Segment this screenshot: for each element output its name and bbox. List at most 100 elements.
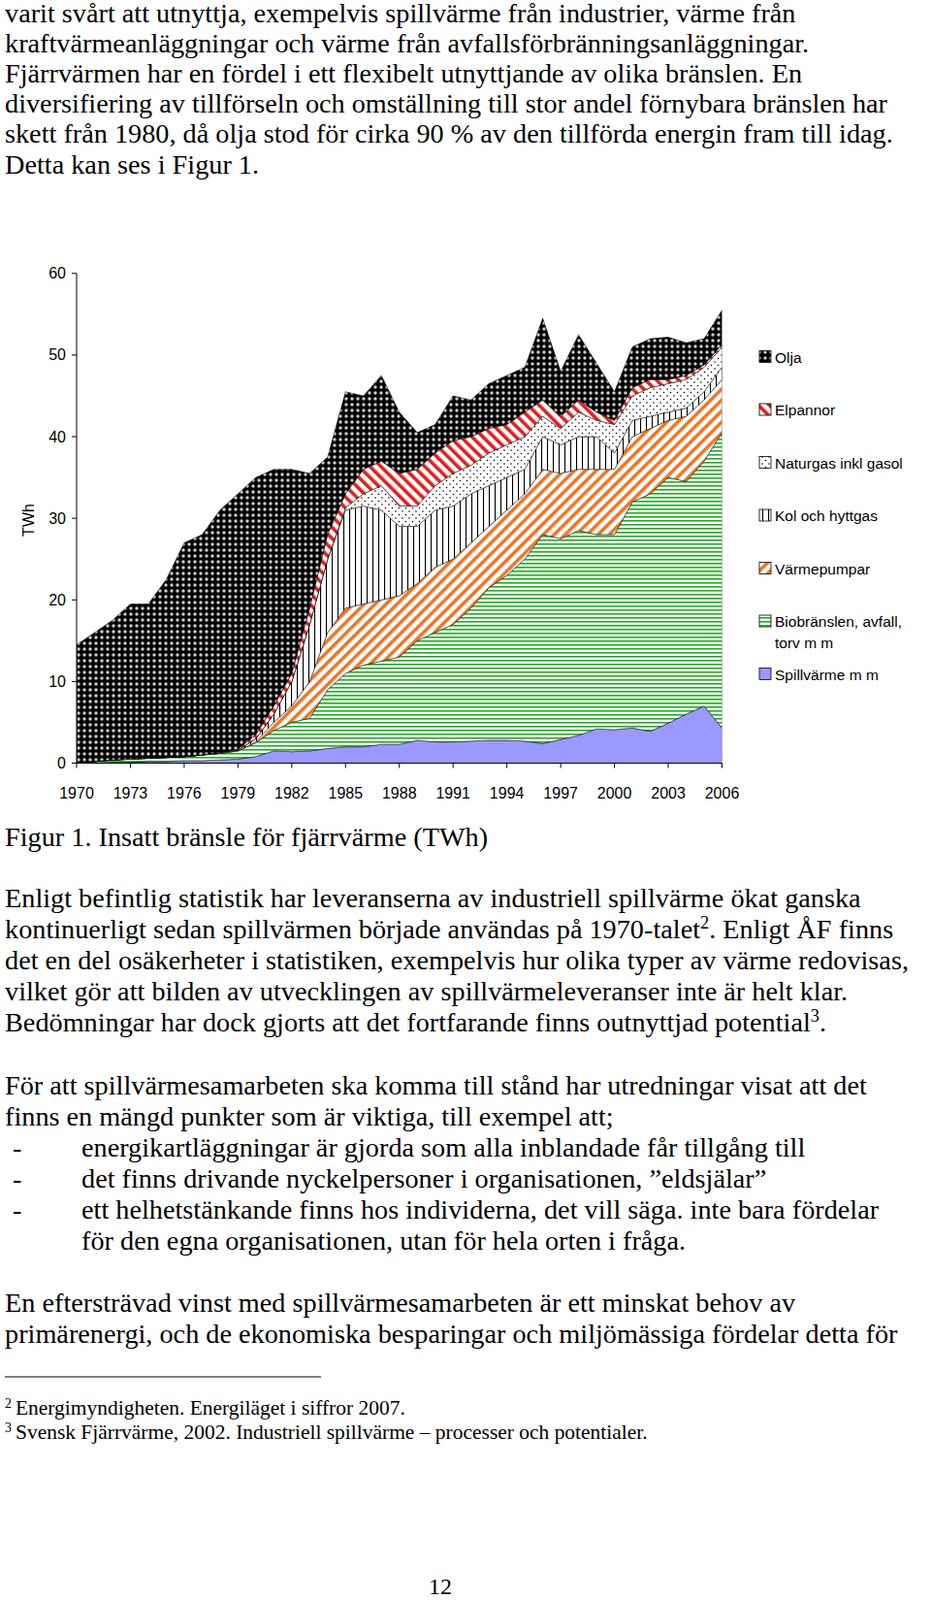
x-tick [506, 763, 508, 769]
x-tick [290, 763, 292, 769]
bullet-line: för den egna organisationen, utan för he… [81, 1224, 686, 1255]
paragraph-line: kraftvärmeanläggningar och värme från av… [4, 28, 809, 59]
paragraph-line: kontinuerligt sedan spillvärmen började … [4, 912, 894, 944]
x-tick-label: 1985 [327, 784, 363, 802]
x-tick-label: 2003 [650, 784, 686, 802]
x-tick [129, 763, 131, 769]
bullet-line: det finns drivande nyckelpersoner i orga… [81, 1162, 767, 1193]
plot-areas [76, 310, 723, 764]
area-series [76, 310, 723, 763]
footnote-number: 2 [4, 1395, 12, 1411]
legend-line: Spillvärme m m [774, 666, 879, 683]
legend-line: Elpannor [774, 401, 835, 418]
x-tick [668, 763, 670, 769]
legend-line: Värmepumpar [774, 560, 870, 578]
footnote-ref: 3 [810, 1005, 820, 1026]
legend-line: Olja [774, 349, 803, 366]
body-text: varit svårt att utnyttja, exempelvis spi… [4, 0, 909, 1349]
x-tick-label: 1982 [274, 784, 310, 802]
page-number: 12 [428, 1573, 452, 1599]
legend-label: Olja [774, 349, 803, 366]
y-tick [71, 517, 77, 519]
y-tick-label: 0 [57, 754, 66, 771]
paragraph-line: skett från 1980, då olja stod för cirka … [4, 118, 894, 149]
x-tick [560, 763, 562, 769]
bullet-line: ett helhetstänkande finns hos individern… [81, 1193, 880, 1224]
x-tick [398, 763, 400, 769]
footnote-text: Svensk Fjärrvärme, 2002. Industriell spi… [15, 1419, 648, 1444]
y-tick [71, 599, 77, 601]
bullet-marker: - [12, 1131, 22, 1162]
x-tick-label: 1970 [59, 784, 95, 802]
page-background [0, 0, 931, 1600]
legend-swatch [759, 456, 771, 469]
paragraph-line: Fjärrvärmen har en fördel i ett flexibel… [4, 58, 803, 89]
y-tick-label: 40 [48, 428, 66, 446]
x-tick [183, 763, 185, 769]
legend: Olja Elpannor Naturgas inkl gasol Kol och h… [759, 349, 903, 683]
paragraph-line: Bedömningar har dock gjorts att det fort… [4, 1005, 827, 1037]
footnote: 2Energimyndigheten. Energiläget i siffro… [4, 1395, 406, 1420]
x-tick [237, 763, 239, 769]
paragraph-line: finns en mängd punkter som är viktiga, t… [4, 1100, 614, 1131]
y-tick-label: 60 [48, 264, 66, 282]
legend-label: Kol och hyttgas [774, 507, 878, 524]
legend-label: Värmepumpar [774, 560, 870, 578]
x-tick-label: 1979 [221, 784, 257, 802]
x-tick-label: 1988 [382, 784, 418, 802]
x-tick-label: 2006 [705, 784, 740, 802]
x-tick-label: 1994 [489, 784, 525, 802]
x-tick [721, 763, 723, 769]
legend-swatch [759, 403, 771, 416]
legend-label: Spillvärme m m [774, 666, 879, 683]
y-tick-label: 50 [48, 346, 66, 363]
y-tick [71, 353, 77, 355]
paragraph-line: För att spillvärmesamarbeten ska komma t… [4, 1069, 867, 1100]
text-run: . Enligt ÅF finns [708, 913, 894, 944]
chart: 0102030405060197019731976197919821985198… [20, 264, 903, 801]
legend-line: Biobränslen, avfall, [774, 612, 902, 630]
paragraph-line: primärenergi, och de ekonomiska besparin… [4, 1317, 899, 1349]
x-tick [452, 763, 454, 769]
x-tick-label: 1997 [543, 784, 578, 802]
y-tick [71, 680, 77, 682]
text-run: . [819, 1006, 827, 1037]
x-tick [345, 763, 347, 769]
x-tick [613, 763, 615, 769]
y-tick [71, 436, 77, 438]
footnote: 3Svensk Fjärrvärme, 2002. Industriell sp… [4, 1418, 648, 1444]
figure-caption: Figur 1. Insatt bränsle för fjärrvärme (… [4, 821, 488, 852]
y-tick [71, 762, 77, 764]
page: varit svårt att utnyttja, exempelvis spi… [0, 0, 931, 1600]
paragraph-line: vilket gör att bilden av utvecklingen av… [4, 975, 848, 1006]
legend-label: Elpannor [774, 401, 835, 418]
y-tick-label: 20 [48, 591, 66, 609]
y-tick-label: 10 [48, 673, 66, 690]
footnote-rule [4, 1376, 322, 1378]
y-axis-label: TWh [20, 503, 37, 537]
paragraph-line: En eftersträvad vinst med spillvärmesama… [4, 1286, 797, 1317]
legend-line: torv m m [774, 634, 834, 651]
text-run: Bedömningar har dock gjorts att det fort… [4, 1006, 811, 1037]
legend-line: Kol och hyttgas [774, 507, 878, 524]
legend-label: Naturgas inkl gasol [774, 454, 903, 472]
footnote-text: Energimyndigheten. Energiläget i siffror… [15, 1395, 406, 1419]
bullet-line: energikartläggningar är gjorda som alla … [81, 1131, 805, 1162]
paragraph-line: diversifiering av tillförseln och omstäl… [4, 88, 889, 119]
y-tick [71, 272, 77, 274]
text-run: kontinuerligt sedan spillvärmen började … [4, 913, 701, 944]
x-tick-label: 2000 [597, 784, 633, 802]
x-tick [76, 763, 78, 769]
legend-swatch [759, 668, 771, 680]
legend-swatch [759, 614, 771, 627]
paragraph-line: det en del osäkerheter i statistiken, ex… [4, 944, 909, 975]
x-tick-label: 1991 [435, 784, 471, 802]
legend-swatch [759, 509, 771, 521]
legend-label: Biobränslen, avfall, torv m m [774, 612, 902, 651]
paragraph-line: Enligt befintlig statistik har leveranse… [4, 882, 862, 913]
bullet-marker: - [12, 1193, 22, 1224]
bullet-marker: - [12, 1162, 22, 1193]
footnotes: 2Energimyndigheten. Energiläget i siffro… [4, 1395, 648, 1444]
footnote-ref: 2 [700, 912, 709, 932]
paragraph-line: varit svårt att utnyttja, exempelvis spi… [4, 0, 797, 29]
